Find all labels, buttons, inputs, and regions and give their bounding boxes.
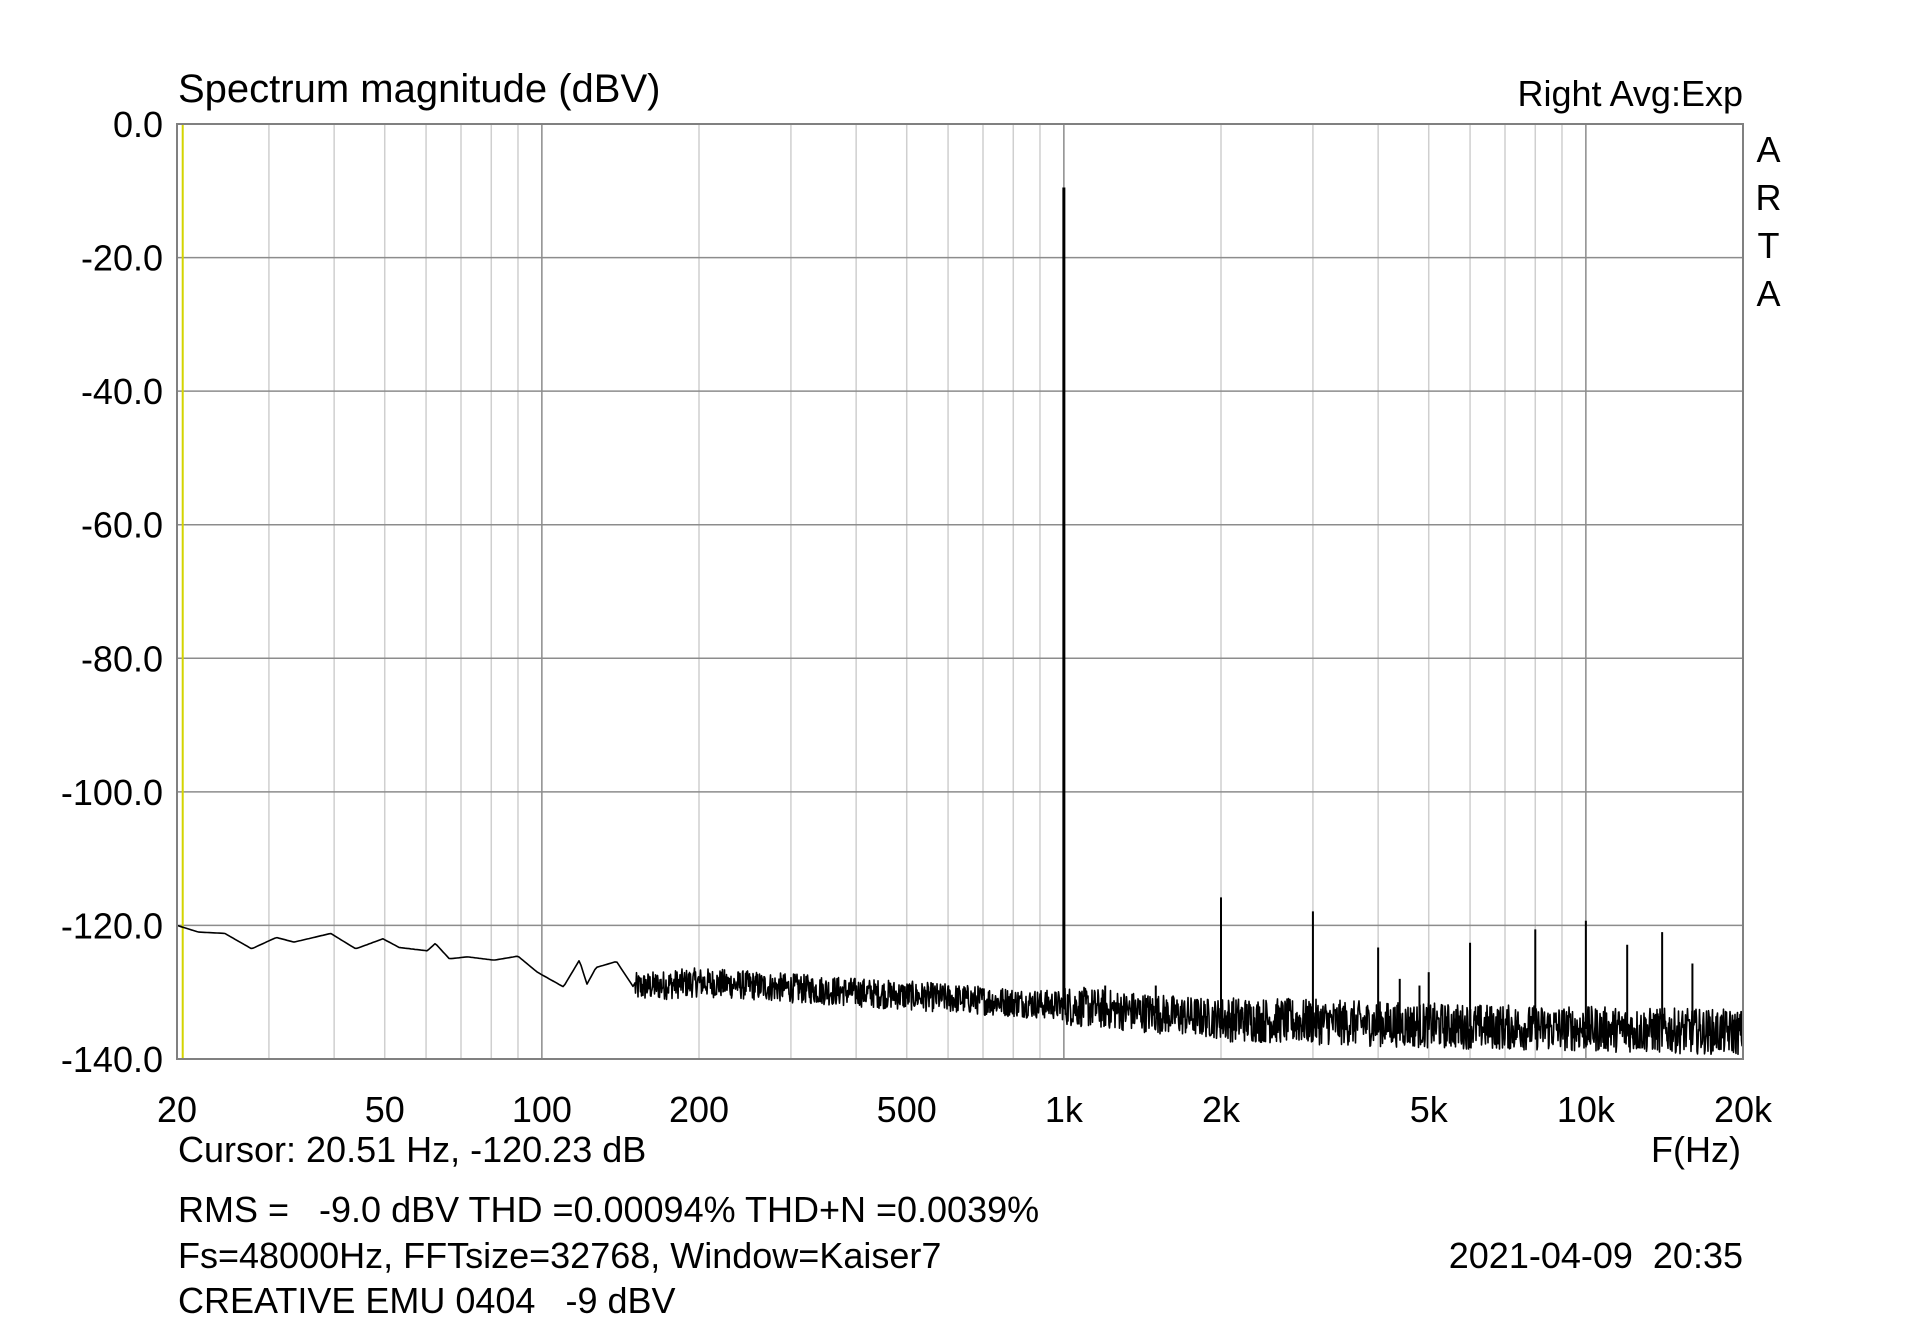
arta-brand-label: ARTA [1748, 129, 1789, 321]
chart-title: Spectrum magnitude (dBV) [178, 67, 660, 111]
grid [177, 124, 1743, 1059]
plot-area [176, 124, 1744, 1059]
y-tick-label: -140.0 [61, 1039, 163, 1080]
x-tick-label: 500 [877, 1089, 937, 1130]
y-tick-label: -100.0 [61, 772, 163, 813]
y-tick-label: -60.0 [81, 505, 163, 546]
x-tick-label: 20k [1714, 1089, 1773, 1130]
y-tick-label: -120.0 [61, 905, 163, 946]
y-axis: 0.0 -20.0 -40.0 -60.0 -80.0 -100.0 -120.0 -140.… [61, 104, 163, 1080]
spectrum-trace [176, 924, 1744, 1055]
x-tick-label: 1k [1045, 1089, 1084, 1130]
measurement-readout: RMS = -9.0 dBV THD =0.00094% THD+N =0.00… [178, 1189, 1039, 1230]
y-tick-label: -80.0 [81, 638, 163, 679]
x-tick-label: 20 [157, 1089, 197, 1130]
y-tick-label: -40.0 [81, 371, 163, 412]
plot-frame [176, 123, 1744, 1060]
x-tick-label: 50 [365, 1089, 405, 1130]
settings-readout: Fs=48000Hz, FFTsize=32768, Window=Kaiser… [178, 1235, 941, 1276]
x-tick-label: 10k [1557, 1089, 1616, 1130]
y-tick-label: -20.0 [81, 238, 163, 279]
x-tick-label: 2k [1202, 1089, 1241, 1130]
x-axis: 20 50 100 200 500 1k 2k 5k 10k 20k [157, 1089, 1773, 1130]
cursor-readout: Cursor: 20.51 Hz, -120.23 dB [178, 1129, 646, 1170]
x-tick-label: 200 [669, 1089, 729, 1130]
datetime-readout: 2021-04-09 20:35 [1449, 1235, 1743, 1276]
x-tick-label: 5k [1410, 1089, 1449, 1130]
channel-info: Right Avg:Exp [1518, 73, 1743, 114]
y-tick-label: 0.0 [113, 104, 163, 145]
device-readout: CREATIVE EMU 0404 -9 dBV [178, 1280, 676, 1321]
x-axis-label: F(Hz) [1651, 1129, 1741, 1170]
x-tick-label: 100 [512, 1089, 572, 1130]
